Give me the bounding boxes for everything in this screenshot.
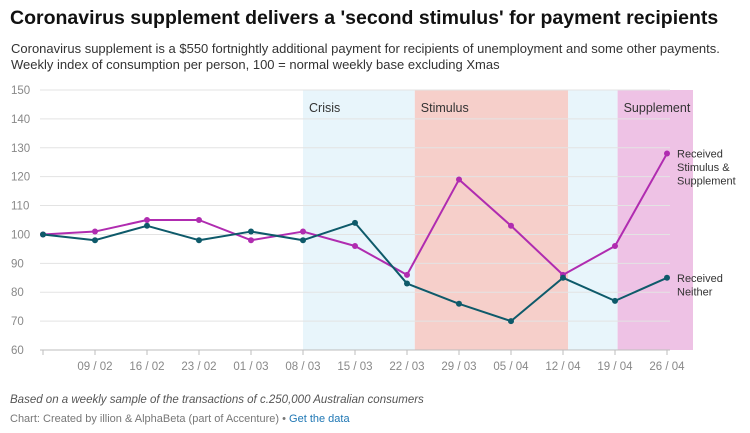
band-label: Stimulus <box>421 101 469 115</box>
series <box>40 150 670 325</box>
series-label-received-stimulus-supplement: Received <box>677 149 723 161</box>
period-bands: Crisis Stimulus Supplement <box>303 90 693 350</box>
data-point-received-neither <box>144 222 150 229</box>
y-tick-label: 130 <box>11 143 30 155</box>
y-tick-label: 60 <box>11 345 24 357</box>
credit-separator: • <box>282 413 286 425</box>
data-point-received-stimulus-supplement <box>92 228 98 235</box>
y-tick-label: 150 <box>11 85 30 97</box>
y-tick-label: 120 <box>11 172 30 184</box>
x-tick-label: 26 / 04 <box>649 361 685 373</box>
data-point-received-neither <box>664 274 670 281</box>
data-point-received-neither <box>508 318 514 325</box>
data-point-received-stimulus-supplement <box>196 217 202 223</box>
x-tick-label: 01 / 03 <box>233 361 268 373</box>
x-tick-label: 22 / 03 <box>389 361 424 373</box>
data-point-received-neither <box>248 228 254 235</box>
credit-text: Chart: Created by illion & AlphaBeta (pa… <box>10 413 280 425</box>
data-point-received-neither <box>352 219 358 226</box>
data-point-received-stimulus-supplement <box>404 271 410 278</box>
y-tick-label: 70 <box>11 316 24 328</box>
band-label: Crisis <box>309 101 340 115</box>
data-point-received-neither <box>300 237 306 244</box>
y-tick-label: 140 <box>11 114 30 126</box>
subtitle-line-2: Weekly index of consumption per person, … <box>11 57 500 72</box>
data-point-received-neither <box>560 274 566 281</box>
y-tick-label: 100 <box>11 229 30 241</box>
x-tick-label: 23 / 02 <box>181 361 216 373</box>
series-label-received-stimulus-supplement: Supplement <box>677 176 736 188</box>
y-tick-label: 110 <box>11 201 29 213</box>
get-the-data-link[interactable]: Get the data <box>289 413 350 425</box>
x-tick-label: 19 / 04 <box>597 361 633 373</box>
data-point-received-stimulus-supplement <box>300 228 306 235</box>
data-point-received-neither <box>92 237 98 244</box>
y-tick-label: 90 <box>11 258 24 270</box>
x-axis: 09 / 02 16 / 02 23 / 02 01 / 03 08 / 03 15 / … <box>42 350 685 373</box>
series-label-received-neither: Received <box>677 273 723 285</box>
band-crisis <box>303 90 415 350</box>
band-stimulus <box>414 90 569 350</box>
data-point-received-neither <box>196 237 202 244</box>
x-tick-label: 12 / 04 <box>545 361 581 373</box>
grid-lines <box>40 89 670 351</box>
series-label-received-neither: Neither <box>677 286 713 298</box>
data-point-received-stimulus-supplement <box>456 176 462 183</box>
data-point-received-stimulus-supplement <box>352 243 358 249</box>
x-tick-label: 15 / 03 <box>337 361 372 373</box>
band-gap-2 <box>568 90 618 350</box>
data-point-received-neither <box>612 297 618 304</box>
y-axis: 60 70 80 90 100 110 120 130 140 150 <box>11 85 30 357</box>
chart-title: Coronavirus supplement delivers a 'secon… <box>10 7 719 29</box>
x-tick-label: 09 / 02 <box>77 361 112 373</box>
x-tick-label: 05 / 04 <box>493 361 529 373</box>
data-point-received-stimulus-supplement <box>612 243 618 249</box>
data-point-received-stimulus-supplement <box>508 222 514 229</box>
source-note: Based on a weekly sample of the transact… <box>10 394 424 406</box>
band-label: Supplement <box>624 101 691 115</box>
subtitle-line-1: Coronavirus supplement is a $550 fortnig… <box>11 41 720 56</box>
chart-credit: Chart: Created by illion & AlphaBeta (pa… <box>10 413 350 425</box>
series-label-received-stimulus-supplement: Stimulus & <box>677 162 730 174</box>
data-point-received-stimulus-supplement <box>664 150 670 157</box>
data-point-received-stimulus-supplement <box>248 237 254 244</box>
x-tick-label: 29 / 03 <box>441 361 476 373</box>
data-point-received-neither <box>40 231 46 238</box>
y-tick-label: 80 <box>11 287 24 299</box>
data-point-received-neither <box>456 300 462 307</box>
x-tick-label: 16 / 02 <box>129 361 164 373</box>
chart-subtitle: Coronavirus supplement is a $550 fortnig… <box>11 41 746 73</box>
data-point-received-stimulus-supplement <box>144 217 150 223</box>
data-point-received-neither <box>404 280 410 287</box>
x-tick-label: 08 / 03 <box>285 361 320 373</box>
